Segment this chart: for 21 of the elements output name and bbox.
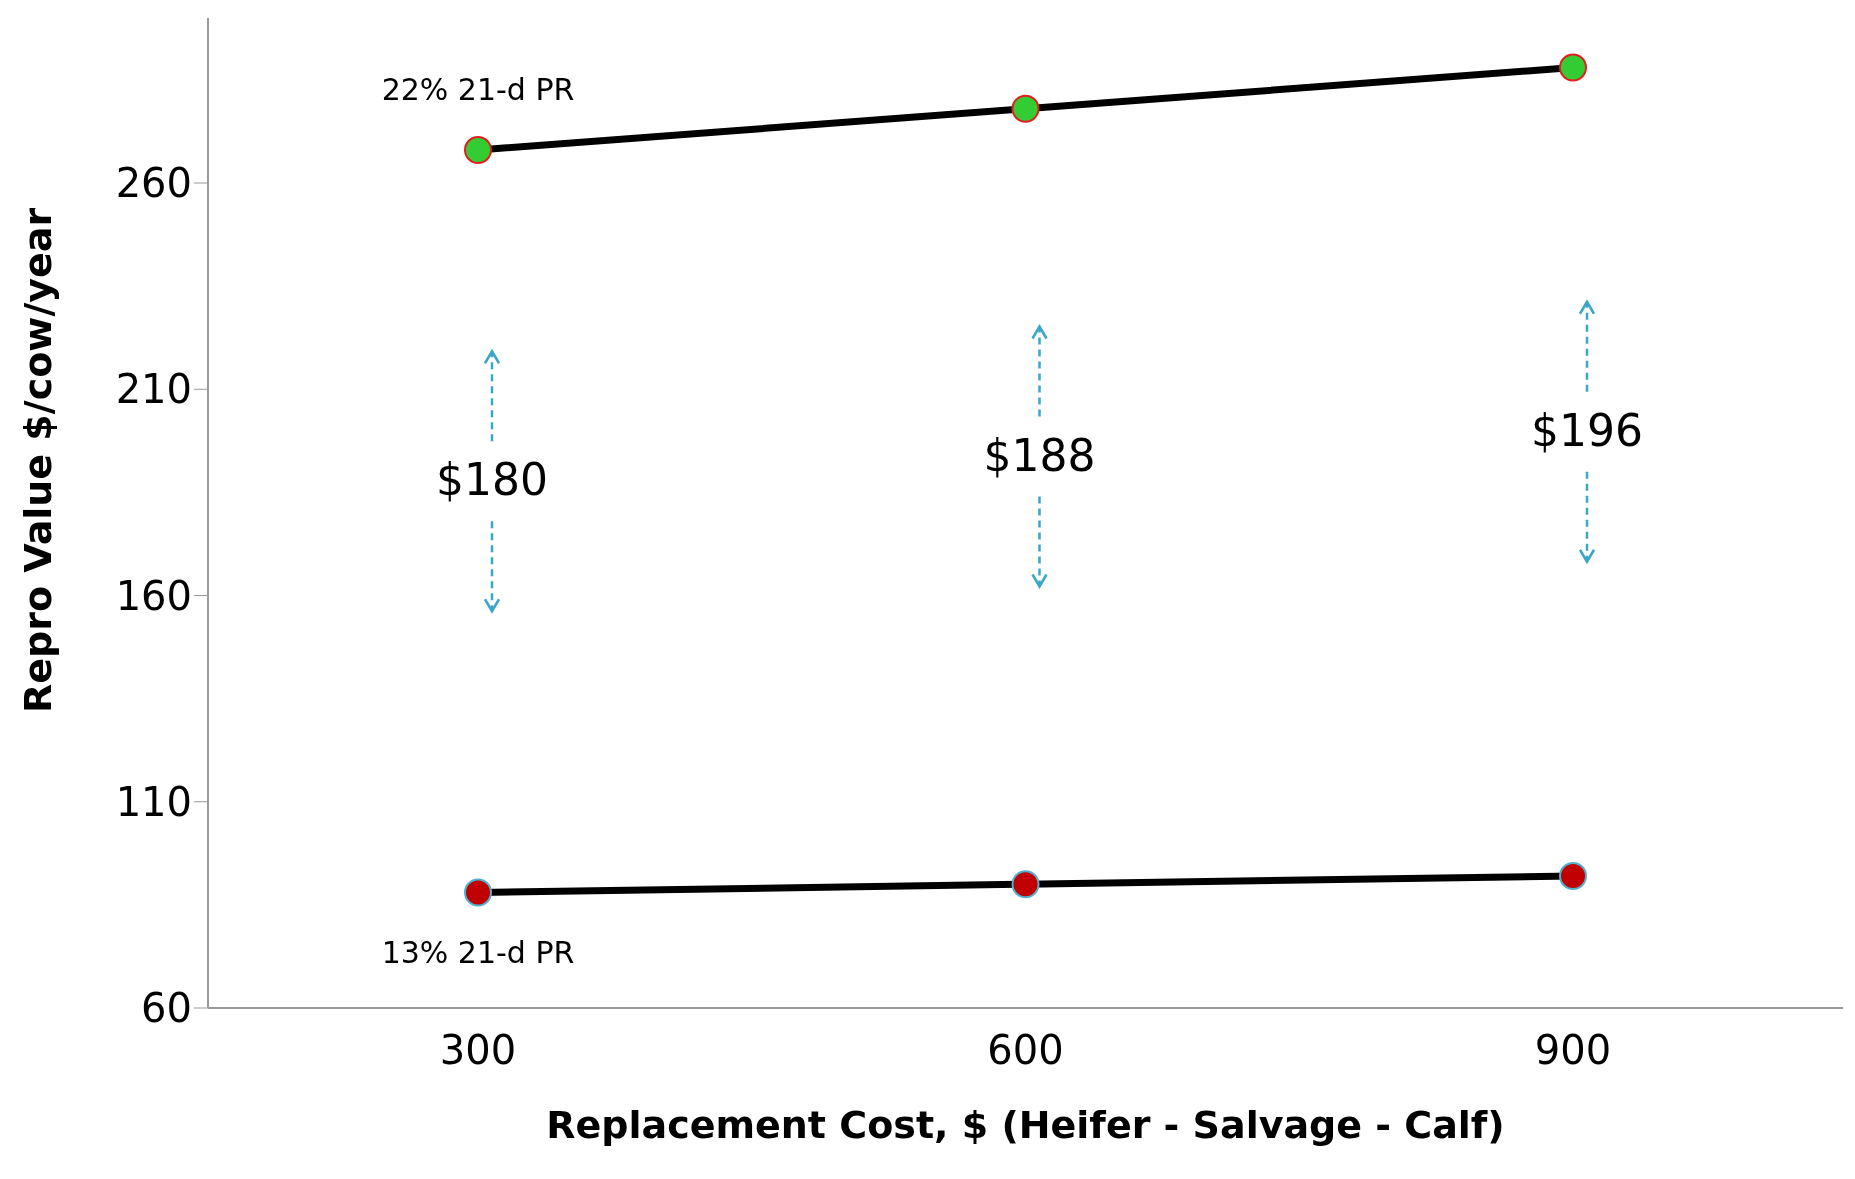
- point: [1011, 870, 1040, 899]
- point: [464, 136, 492, 164]
- y-tick-label: 260: [115, 160, 192, 207]
- annotation: $188: [983, 429, 1096, 481]
- y-tick-label: 160: [115, 572, 192, 619]
- point: [1559, 862, 1587, 890]
- x-tick-label: 900: [1534, 1027, 1612, 1074]
- point: [1011, 94, 1040, 123]
- x-axis-title: Replacement Cost, $ (Heifer - Salvage - Calf): [546, 1103, 1505, 1147]
- x-tick-label: 600: [987, 1027, 1064, 1074]
- y-tick-label: 210: [115, 366, 192, 413]
- y-axis-title: Repro Value $/cow/year: [16, 207, 61, 713]
- annotation: $196: [1531, 404, 1643, 456]
- point: [464, 878, 492, 907]
- y-tick-label: 60: [141, 985, 192, 1032]
- y-tick-label: 110: [115, 778, 192, 825]
- point: [1559, 53, 1587, 82]
- annotation: $180: [436, 454, 548, 506]
- series-label: 13% 21-d PR: [381, 934, 575, 970]
- x-tick-label: 300: [439, 1027, 517, 1074]
- series-label: 22% 21-d PR: [381, 72, 575, 107]
